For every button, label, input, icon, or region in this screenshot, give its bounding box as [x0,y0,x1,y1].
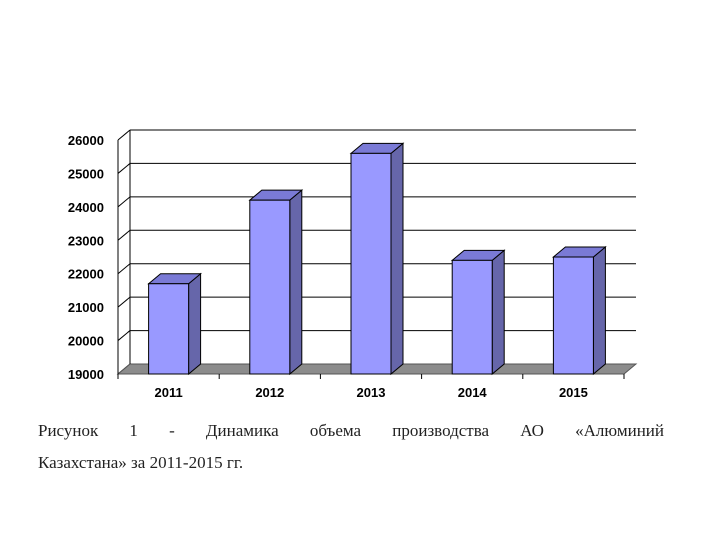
y-tick-label: 24000 [68,200,104,215]
bars [147,142,607,376]
y-axis [117,130,625,379]
y-tick-label: 26000 [68,133,104,148]
gridline-side [117,229,131,241]
y-tick-label: 25000 [68,166,104,181]
x-tick-label: 2013 [357,385,386,400]
bar [451,259,493,375]
figure-caption-line-1: Рисунок 1 - Динамика объема производства… [38,421,664,440]
x-tick-label: 2011 [154,385,182,400]
bar [552,256,594,375]
y-tick-label: 22000 [68,267,104,282]
bar-side [390,142,404,376]
bar-side [289,189,303,376]
figure-caption-line-2: Казахстана» за 2011-2015 гг. [38,453,244,472]
y-tick-label: 20000 [68,334,104,349]
x-tick-labels: 2011 2012 2013 2014 2015 [154,385,587,400]
gridline-side [117,129,131,141]
bar [249,199,291,375]
gridline-side [117,263,131,275]
gridline-side [117,196,131,208]
gridline-side [117,163,131,174]
bar-side [592,245,606,376]
y-tick-labels: 19000 20000 21000 22000 23000 24000 25000 26000 [68,133,104,382]
gridline-side [117,330,131,341]
gridline-side [117,296,131,308]
y-tick-label: 21000 [68,300,104,315]
bar-side [188,272,202,376]
bar-side [491,249,505,376]
x-tick-label: 2014 [458,385,488,400]
y-tick-label: 19000 [68,367,104,382]
y-tick-label: 23000 [68,233,104,248]
bar-chart: 19000 20000 21000 22000 23000 24000 25000 26000… [68,129,638,400]
x-tick-label: 2015 [559,385,588,400]
bar [350,152,392,375]
bar [148,283,190,375]
x-tick-label: 2012 [255,385,284,400]
